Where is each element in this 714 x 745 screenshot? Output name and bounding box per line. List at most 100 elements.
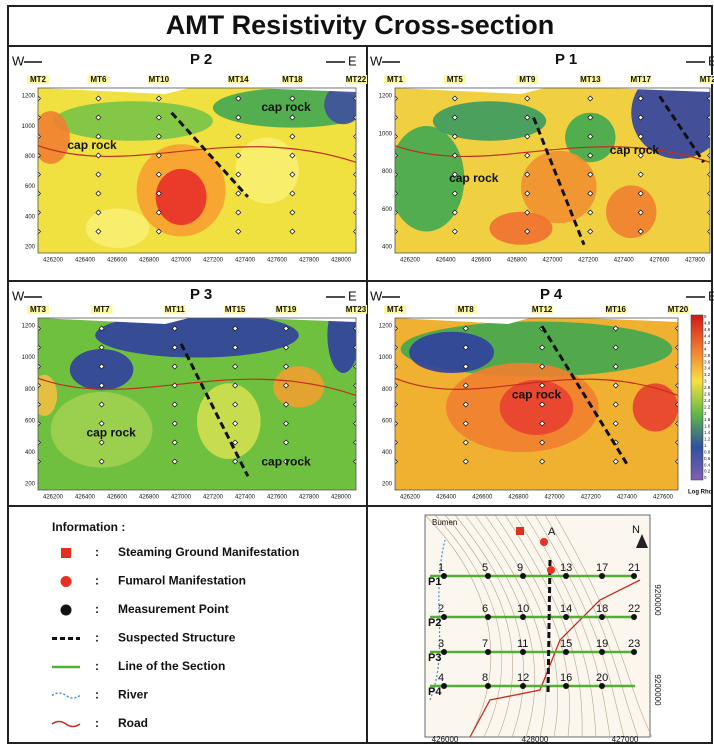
legend-separator: :	[95, 545, 99, 559]
topography	[38, 88, 356, 94]
resistivity-zone	[50, 391, 153, 468]
sounding-point	[451, 133, 458, 140]
x-tick-label: 427600	[649, 258, 670, 264]
map-point	[631, 614, 637, 620]
sounding-point	[289, 190, 296, 197]
sounding-point	[155, 114, 162, 121]
sounding-point	[612, 325, 619, 332]
sounding-point	[637, 171, 644, 178]
colorbar-tick: 2	[704, 411, 707, 416]
x-tick-label: 426800	[139, 258, 160, 264]
station-label: MT1	[387, 75, 404, 84]
station-bg	[604, 305, 627, 314]
sounding-point	[707, 133, 710, 140]
colorbar-tick: 4.8	[704, 321, 711, 326]
map-point	[563, 683, 569, 689]
cap-rock-label: cap rock	[512, 388, 562, 402]
station-bg	[224, 305, 247, 314]
sounding-point	[289, 209, 296, 216]
x-tick-label: 427800	[299, 495, 320, 501]
colorbar-tick: 4	[704, 346, 707, 351]
y-tick-label: 400	[382, 245, 393, 251]
east-label: E	[708, 53, 714, 68]
colorbar-tick: 4.4	[704, 334, 711, 339]
y-tick-label: 800	[25, 154, 36, 160]
map-point	[520, 649, 526, 655]
symbol-steaming	[61, 548, 71, 558]
sounding-point	[38, 325, 41, 332]
map-point	[485, 649, 491, 655]
sounding-point	[289, 152, 296, 159]
station-label: MT15	[225, 305, 246, 314]
x-tick-label: 426400	[436, 495, 457, 501]
sounding-point	[155, 95, 162, 102]
x-tick-label: 428000	[331, 258, 352, 264]
map-point-label: 17	[596, 562, 608, 574]
cap-rock-label: cap rock	[449, 171, 499, 185]
sounding-point	[395, 458, 398, 465]
sounding-point	[539, 401, 546, 408]
sounding-point	[95, 95, 102, 102]
sounding-point	[462, 401, 469, 408]
sounding-point	[353, 420, 356, 427]
map-point-label: 13	[560, 562, 572, 574]
map-point-label: 7	[482, 638, 488, 650]
section-name: P 3	[190, 286, 212, 303]
x-tick-label: 427400	[617, 495, 638, 501]
station-bg	[281, 75, 304, 84]
legend-item: Steaming Ground Manifestation	[118, 545, 299, 559]
sounding-point	[171, 458, 178, 465]
sounding-point	[98, 363, 105, 370]
contour-line	[534, 514, 625, 738]
sounding-point	[612, 401, 619, 408]
sounding-point	[637, 133, 644, 140]
cap-rock-label: cap rock	[67, 138, 117, 152]
cap-rock-label: cap rock	[86, 425, 136, 439]
contour-line	[474, 514, 547, 738]
legend-item: River	[118, 688, 148, 702]
sounding-point	[675, 344, 678, 351]
station-label: MT18	[282, 75, 303, 84]
resistivity-zone	[606, 185, 657, 239]
station-label: MT21	[700, 75, 714, 84]
sounding-point	[353, 344, 356, 351]
legend-item: Line of the Section	[118, 659, 225, 673]
map-point	[631, 649, 637, 655]
sounding-point	[524, 190, 531, 197]
contour-line	[544, 514, 639, 738]
x-tick-label: 427600	[653, 495, 674, 501]
sounding-point	[235, 228, 242, 235]
resistivity-zone	[273, 366, 325, 408]
station-label: MT4	[387, 305, 404, 314]
suspected-structure	[179, 343, 250, 477]
sounding-point	[171, 325, 178, 332]
colorbar-tick: 2.6	[704, 391, 711, 396]
sounding-point	[232, 344, 239, 351]
station-label: MT11	[165, 305, 186, 314]
map-point-label: 23	[628, 638, 640, 650]
station-bg	[275, 305, 298, 314]
sounding-point	[353, 458, 356, 465]
map-point-label: 3	[438, 638, 444, 650]
contour-line	[464, 514, 536, 738]
map-point-label: 2	[438, 603, 444, 615]
sounding-point	[524, 209, 531, 216]
map-point	[563, 649, 569, 655]
sounding-point	[395, 95, 398, 102]
legend-separator: :	[95, 716, 99, 730]
sounding-point	[171, 382, 178, 389]
x-tick-label: 426600	[107, 258, 128, 264]
map-point	[520, 683, 526, 689]
x-tick-label: 427000	[171, 258, 192, 264]
map-point-label: 4	[438, 672, 444, 684]
sounding-point	[171, 420, 178, 427]
legend-separator: :	[95, 602, 99, 616]
station-bg	[87, 75, 110, 84]
colorbar-tick: 1.8	[704, 417, 711, 422]
colorbar-tick: 3.2	[704, 372, 711, 377]
sounding-point	[155, 171, 162, 178]
cap-rock-line	[38, 377, 356, 396]
map-river	[429, 539, 446, 701]
station-label: MT17	[630, 75, 651, 84]
sounding-point	[353, 209, 356, 216]
